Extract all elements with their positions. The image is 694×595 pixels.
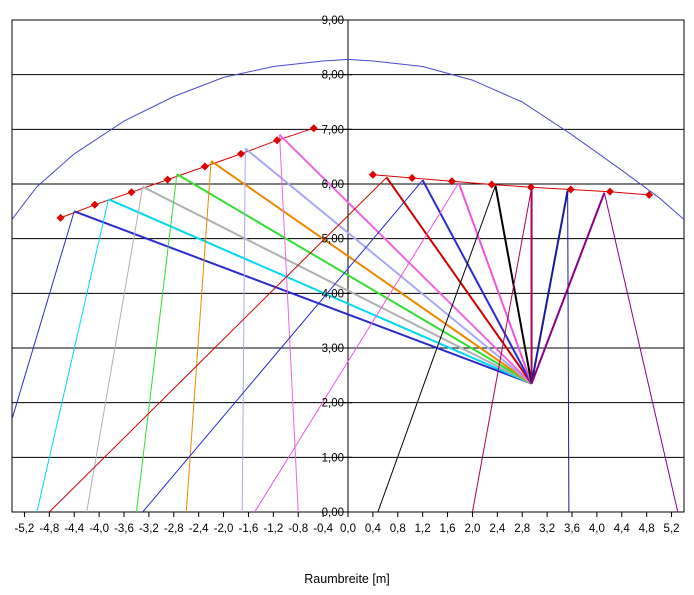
x-tick-label: -4,4	[64, 523, 84, 535]
wall-right-marker	[408, 173, 417, 182]
x-axis-label: Raumbreite [m]	[304, 572, 389, 586]
x-tick-label: 0,8	[390, 523, 406, 535]
reflected-ray	[471, 187, 533, 512]
wall-left-marker	[309, 124, 318, 133]
reflected-ray	[567, 190, 570, 512]
wall-left-marker	[127, 188, 136, 197]
wall-left-marker	[163, 175, 172, 184]
y-tick-label: 8,00	[322, 70, 344, 82]
reflected-ray	[12, 211, 75, 420]
y-tick-label: 9,00	[322, 15, 344, 27]
wall-left-line	[60, 127, 314, 219]
marker-group	[56, 124, 654, 222]
wall-right-marker	[645, 190, 654, 199]
wall-right-marker	[447, 177, 456, 186]
wall-right-marker	[526, 183, 535, 192]
x-tick-label: 5,2	[664, 523, 680, 535]
x-tick-label: -0,4	[313, 523, 333, 535]
y-axis	[23, 19, 673, 517]
incident-ray	[176, 173, 533, 385]
reflected-ray	[603, 192, 679, 512]
wall-left-marker	[200, 162, 209, 171]
x-tick-label: 1,2	[415, 523, 431, 535]
wall-right-marker	[605, 187, 614, 196]
x-tick-label: -5,2	[15, 523, 35, 535]
reflected-ray	[241, 148, 246, 512]
reflected-ray	[254, 182, 460, 512]
x-tick-label: 3,2	[539, 523, 555, 535]
x-tick-label: 4,0	[589, 523, 605, 535]
reflected-ray	[36, 199, 109, 512]
incident-ray	[385, 176, 533, 385]
reflected-ray	[86, 186, 144, 512]
incident-ray	[457, 182, 533, 384]
wall-left-marker	[90, 200, 99, 209]
x-tick-label: -0,8	[288, 523, 308, 535]
y-tick-label: 5,00	[322, 234, 344, 246]
wall-right-marker	[368, 170, 377, 179]
wall-left-marker	[273, 136, 282, 145]
incident-ray	[421, 179, 533, 385]
x-tick-label: 0,4	[365, 523, 382, 535]
x-tick-label: 4,4	[614, 523, 631, 535]
incident-ray	[73, 210, 532, 385]
incident-ray	[530, 190, 569, 384]
x-tick-label: -4,8	[39, 523, 59, 535]
reflected-ray	[377, 185, 496, 512]
y-tick-label: 6,00	[322, 179, 344, 191]
x-tick-label: -1,2	[263, 523, 283, 535]
incident-ray	[210, 160, 533, 385]
x-tick-label: -2,8	[164, 523, 184, 535]
x-tick-label: -4,0	[89, 523, 109, 535]
tick-labels: 0,00 1,00 2,00 3,00 4,00 5,00 6,00 7,00 8,00 9,00…	[15, 15, 680, 535]
x-tick-label: -3,6	[114, 523, 134, 535]
wall-right-marker	[566, 185, 575, 194]
x-tick-label: 0,0	[340, 523, 356, 535]
x-tick-label: 2,4	[489, 523, 506, 535]
incident-ray	[108, 198, 532, 385]
x-tick-label: -1,6	[239, 523, 259, 535]
incident-ray	[142, 185, 533, 385]
reflected-ray	[142, 179, 424, 512]
reflected-ray	[135, 174, 178, 512]
x-tick-label: -2,0	[214, 523, 234, 535]
x-tick-label: 2,8	[514, 523, 530, 535]
y-tick-label: 1,00	[322, 452, 344, 464]
x-tick-label: 1,6	[440, 523, 456, 535]
y-tick-label: 0,00	[322, 507, 344, 519]
y-tick-label: 7,00	[322, 124, 344, 136]
reflected-ray	[185, 161, 212, 512]
x-tick-label: -2,4	[189, 523, 209, 535]
x-tick-label: 2,0	[464, 523, 480, 535]
wall-right-line	[372, 174, 650, 196]
incident-ray	[278, 134, 533, 385]
wall-left-marker	[56, 213, 65, 222]
wall-right-marker	[487, 180, 496, 189]
incident-ray	[244, 147, 533, 385]
reflected-ray	[279, 134, 299, 512]
y-tick-label: 3,00	[322, 343, 344, 355]
y-tick-label: 2,00	[322, 398, 344, 410]
series-group	[12, 58, 684, 512]
x-tick-label: 3,6	[564, 523, 580, 535]
x-tick-label: 4,8	[639, 523, 655, 535]
wall-left-marker	[236, 149, 245, 158]
x-tick-label: -3,2	[139, 523, 159, 535]
y-tick-label: 4,00	[322, 288, 344, 300]
incident-ray	[530, 192, 606, 384]
reflected-ray	[48, 177, 387, 512]
dome-curve	[12, 58, 684, 220]
